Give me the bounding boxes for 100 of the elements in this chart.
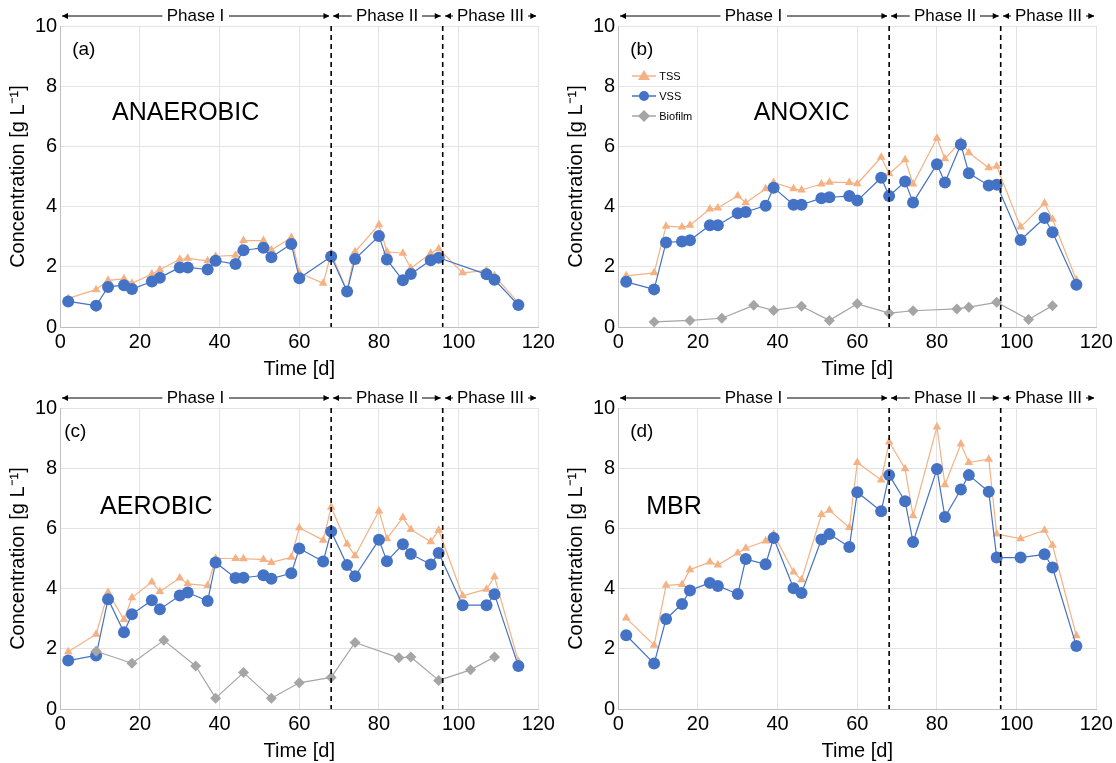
point [434,243,444,252]
point [817,179,826,187]
point [342,539,352,547]
x-tick-label: 60 [288,711,311,734]
point [711,579,724,592]
point [393,652,405,664]
point [962,469,975,482]
legend-label: Biofilm [659,109,693,124]
point [286,552,296,560]
x-tick-label: 80 [367,711,391,734]
point [349,252,362,265]
point [90,299,103,312]
x-tick-label: 60 [846,329,869,352]
x-tick-label: 40 [208,711,231,734]
text: Phase I [724,6,783,25]
y-axis-title: Concentration [g L⁻¹] [563,467,586,650]
point [940,153,950,162]
point [210,692,222,704]
point [660,236,673,249]
point [398,248,408,256]
point [229,258,242,271]
point [661,580,671,588]
point [488,588,501,601]
point [117,626,130,639]
point [875,171,888,184]
point [748,299,760,311]
point [940,479,950,488]
x-tick-label: 120 [521,711,555,734]
point [797,185,806,193]
point [231,553,240,561]
point [741,543,751,551]
y-tick-label: 6 [46,515,58,538]
point [954,138,967,151]
point [1016,533,1025,542]
point [396,274,409,287]
point [789,567,798,575]
text: Phase II [355,6,419,25]
point [488,273,501,286]
point [1023,313,1035,325]
point [899,175,912,188]
point [900,463,910,472]
point [991,296,1003,308]
point [231,250,240,258]
point [396,538,409,551]
annotation: (a) [72,38,96,61]
point [1048,540,1057,548]
point [932,421,942,430]
point [1038,212,1051,225]
point [480,599,493,612]
point [125,608,138,621]
point [677,222,687,230]
point [183,578,193,587]
point [992,161,1002,169]
legend-label: VSS [659,89,682,104]
x-tick-label: 100 [441,329,476,352]
point [512,659,525,672]
point [677,579,687,587]
x-tick-label: 40 [766,711,789,734]
point [318,535,328,543]
point [851,486,864,499]
y-tick-label: 8 [46,455,58,478]
point [963,301,975,313]
text: Phase II [913,388,977,407]
point [201,263,214,276]
point [660,613,673,625]
point [153,603,166,616]
y-axis-title: Concentration [g L⁻¹] [563,85,586,268]
point [456,599,469,612]
point [265,572,278,585]
y-tick-label: 10 [593,13,616,36]
point [767,532,780,545]
point [684,314,696,326]
point [852,457,862,465]
point [731,588,744,601]
text: Phase II [355,388,419,407]
point [648,283,661,296]
point [432,547,445,560]
point [374,219,384,228]
legend-label: TSS [659,69,681,84]
point [852,178,862,187]
x-tick-label: 100 [441,711,476,734]
point [153,271,166,284]
point [984,454,994,462]
point [768,304,780,316]
point [433,674,445,686]
x-tick-label: 40 [766,329,789,352]
y-tick-label: 8 [46,73,58,96]
x-tick-label: 80 [925,329,949,352]
point [62,295,75,308]
point [102,280,115,293]
point [372,230,385,243]
point [127,592,137,601]
y-tick-label: 8 [604,455,616,478]
point [239,553,248,562]
point [930,463,943,476]
point [908,510,918,519]
text: Phase III [457,6,525,25]
point [458,267,467,276]
point [285,237,298,250]
point [203,580,212,589]
